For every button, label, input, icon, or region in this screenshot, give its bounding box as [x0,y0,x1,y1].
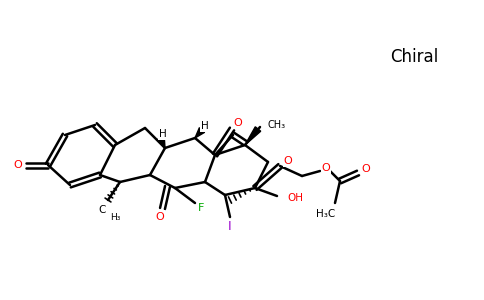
Text: I: I [228,220,232,233]
Text: O: O [14,160,22,170]
Text: H: H [201,121,209,131]
Text: OH: OH [287,193,303,203]
Text: O: O [322,163,331,173]
Text: O: O [362,164,370,174]
Polygon shape [158,137,165,148]
Text: H: H [159,129,167,139]
Text: C: C [98,205,106,215]
Text: CH₃: CH₃ [268,120,286,130]
Text: H₃C: H₃C [317,209,335,219]
Text: H₃: H₃ [110,214,121,223]
Text: O: O [234,118,242,128]
Polygon shape [195,128,205,138]
Text: F: F [198,203,204,213]
Text: O: O [155,212,164,221]
Text: Chiral: Chiral [390,48,438,66]
Polygon shape [245,127,261,145]
Text: O: O [284,156,292,166]
